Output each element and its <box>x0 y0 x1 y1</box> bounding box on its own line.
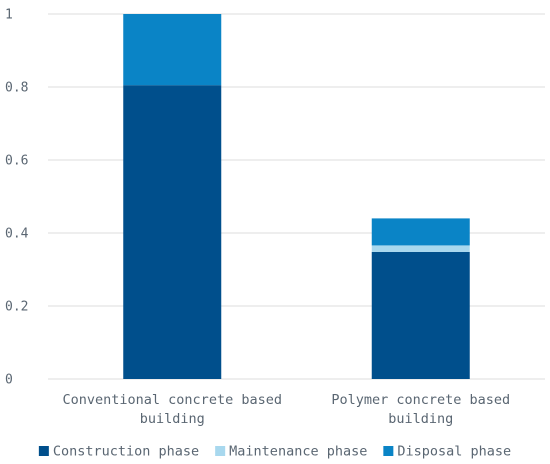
legend: Construction phase Maintenance phase Dispo… <box>38 444 511 460</box>
bars <box>123 14 470 380</box>
y-axis-ticks: 0 0.2 0.4 0.6 0.8 1 <box>5 8 29 388</box>
x-category-label: Conventional concrete based <box>63 392 282 408</box>
y-tick-label: 0.6 <box>5 154 28 169</box>
legend-item: Construction phase <box>38 444 199 460</box>
y-tick-label: 0 <box>5 373 13 388</box>
legend-swatch <box>38 446 49 456</box>
legend-item: Maintenance phase <box>215 444 367 460</box>
legend-label: Construction phase <box>53 444 199 460</box>
legend-swatch <box>215 446 226 456</box>
y-tick-label: 0.8 <box>5 81 28 96</box>
bar-segment-maintenance-phase <box>371 245 470 252</box>
gridlines <box>48 13 545 380</box>
bar-segment-construction-phase <box>123 85 222 380</box>
bar-segment-construction-phase <box>371 251 470 379</box>
bar-segment-disposal-phase <box>371 218 470 246</box>
x-category-label: Polymer concrete based <box>331 392 510 408</box>
x-category-label: building <box>140 411 205 427</box>
legend-swatch <box>383 446 394 456</box>
y-tick-label: 0.4 <box>5 227 29 242</box>
legend-item: Disposal phase <box>383 444 511 460</box>
y-tick-label: 1 <box>5 8 13 23</box>
bar-segment-disposal-phase <box>123 14 222 86</box>
y-tick-label: 0.2 <box>5 300 28 315</box>
legend-label: Disposal phase <box>397 444 511 460</box>
category-labels: Conventional concrete based building Polym… <box>63 392 511 427</box>
x-category-label: building <box>388 411 453 427</box>
legend-label: Maintenance phase <box>229 444 367 460</box>
